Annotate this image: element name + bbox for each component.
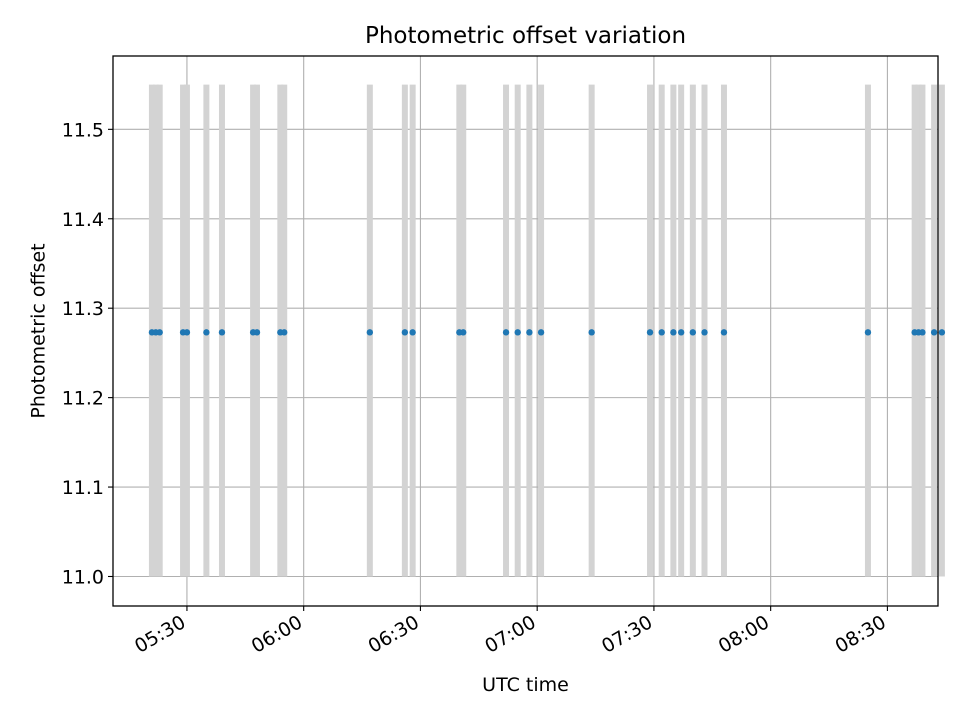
data-point <box>646 329 654 336</box>
x-tick-label: 08:30 <box>831 611 889 657</box>
data-points <box>148 329 946 336</box>
data-point <box>253 329 261 336</box>
x-tick-label: 06:30 <box>365 611 423 657</box>
y-tick-label: 11.2 <box>62 388 104 410</box>
x-tick-label: 07:30 <box>598 611 656 657</box>
x-axis-title: UTC time <box>482 674 569 696</box>
data-point <box>670 329 677 336</box>
chart-title: Photometric offset variation <box>365 23 686 49</box>
y-axis-ticks: 11.0 11.1 11.2 11.3 11.4 11.5 <box>62 119 113 588</box>
data-point <box>183 329 191 336</box>
data-point <box>689 329 697 336</box>
grid-lines <box>113 56 938 606</box>
y-tick-label: 11.3 <box>62 298 104 320</box>
data-point <box>526 329 533 336</box>
data-point <box>701 329 708 336</box>
data-point <box>677 329 685 336</box>
data-point <box>864 329 872 336</box>
data-point <box>281 329 288 336</box>
plot-area-frame <box>112 55 939 607</box>
data-point <box>537 329 545 336</box>
data-point <box>156 329 163 336</box>
data-point <box>203 329 210 336</box>
x-tick-label: 08:00 <box>715 611 773 657</box>
x-axis-ticks: 05:30 06:00 06:30 07:00 07:30 08:00 08:30 <box>131 606 890 658</box>
data-point <box>460 329 467 336</box>
y-tick-label: 11.1 <box>62 477 104 499</box>
data-point <box>366 329 374 336</box>
data-point <box>658 329 665 336</box>
data-point <box>502 329 510 336</box>
x-tick-label: 06:00 <box>248 611 306 657</box>
y-axis-title: Photometric offset <box>28 243 50 418</box>
x-tick-label: 07:00 <box>481 611 539 657</box>
x-tick-label: 05:30 <box>131 611 189 657</box>
data-point <box>938 329 946 336</box>
data-point <box>720 329 728 336</box>
data-point <box>514 329 521 336</box>
y-tick-label: 11.4 <box>62 209 104 231</box>
data-point <box>919 329 926 336</box>
y-tick-label: 11.5 <box>62 119 104 141</box>
data-point <box>401 329 409 336</box>
data-point <box>409 329 416 336</box>
error-bars <box>148 84 945 577</box>
y-tick-label: 11.0 <box>62 566 104 588</box>
data-point <box>218 329 226 336</box>
data-point <box>930 329 938 336</box>
data-point <box>588 329 595 336</box>
